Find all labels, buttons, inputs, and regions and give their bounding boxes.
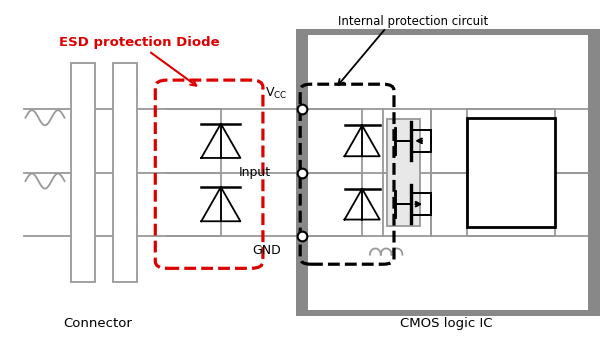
Text: Connector: Connector bbox=[63, 317, 132, 329]
Text: V$_{\mathregular{CC}}$: V$_{\mathregular{CC}}$ bbox=[265, 86, 287, 101]
Bar bbox=[296, 29, 600, 35]
Bar bbox=[467, 118, 554, 227]
Text: GND: GND bbox=[252, 244, 281, 257]
Text: CMOS logic IC: CMOS logic IC bbox=[400, 317, 492, 329]
Text: Input: Input bbox=[239, 166, 271, 179]
Bar bbox=[71, 63, 95, 282]
Bar bbox=[296, 29, 308, 316]
Bar bbox=[387, 119, 420, 226]
Bar bbox=[588, 29, 600, 316]
Bar bbox=[296, 310, 600, 316]
Text: ESD protection Diode: ESD protection Diode bbox=[59, 36, 219, 49]
Bar bbox=[112, 63, 137, 282]
Text: Internal protection circuit: Internal protection circuit bbox=[338, 16, 489, 28]
